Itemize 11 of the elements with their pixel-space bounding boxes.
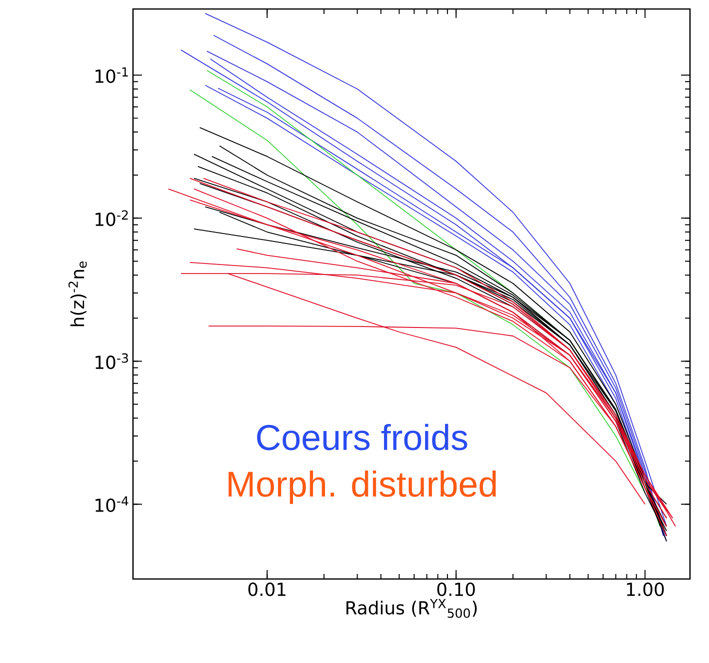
y-tick-label: 10$^{-2}$: [96, 210, 128, 226]
annotation: Morph. disturbed: [228, 470, 496, 504]
x-tick-label: 0.01: [248, 582, 286, 596]
x-axis-title: Radius (R$^{YX}$$_{500}$): [346, 598, 477, 618]
y-tick-label: 10$^{-4}$: [96, 496, 128, 512]
x-tick-label: 1.00: [627, 582, 664, 596]
y-axis-title: h(z)$^{-2}$n$_{e}$: [68, 261, 87, 326]
x-tick-label: 0.10: [437, 582, 475, 596]
annotation: Coeurs froids: [257, 424, 468, 450]
y-tick-label: 10$^{-3}$: [96, 353, 128, 370]
y-tick-label: 10$^{-1}$: [96, 67, 128, 83]
